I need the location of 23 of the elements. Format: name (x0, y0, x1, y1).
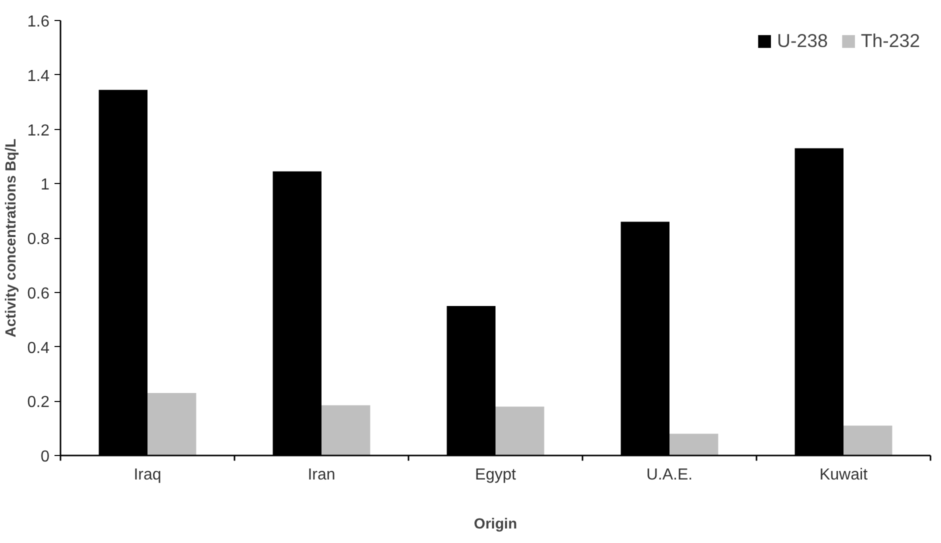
bar (148, 392, 196, 456)
y-tick-label: 0.4 (27, 340, 50, 357)
x-tick-label: U.A.E. (646, 466, 693, 484)
y-tick-label: 1.6 (27, 14, 50, 30)
x-tick-label: Iraq (134, 466, 162, 484)
bar (322, 405, 370, 456)
y-tick-label: 1 (40, 176, 50, 194)
x-tick-label: Egypt (475, 466, 517, 484)
x-tick-label: Kuwait (819, 466, 868, 484)
y-tick-label: 0 (40, 448, 50, 466)
y-tick-label: 0.2 (27, 394, 50, 412)
bar (844, 426, 892, 456)
legend-label: Th-232 (860, 30, 920, 52)
y-tick-label: 1.2 (27, 122, 50, 140)
bar (670, 434, 718, 456)
x-axis-title: Origin (474, 516, 518, 532)
y-tick-label: 0.6 (27, 285, 50, 302)
y-axis-title: Activity concentrations Bq/L (3, 138, 20, 338)
y-tick-label: 0.8 (27, 231, 50, 248)
bar (496, 406, 544, 456)
legend-label: U-238 (777, 30, 828, 52)
y-tick-label: 1.4 (27, 68, 50, 85)
x-tick-label: Iran (308, 466, 336, 484)
